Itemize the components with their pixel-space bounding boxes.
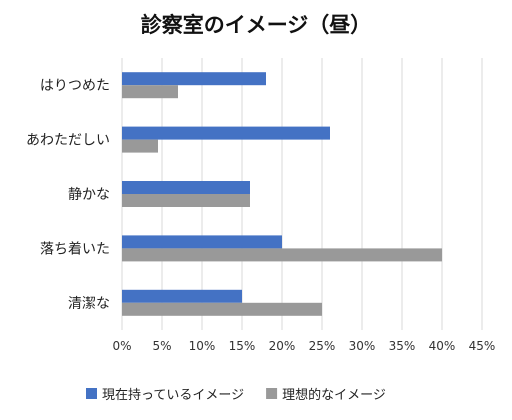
bar-series-1 bbox=[122, 72, 266, 86]
x-tick-label: 0% bbox=[112, 339, 131, 353]
bar-series-2 bbox=[122, 139, 158, 153]
legend-swatch bbox=[266, 388, 278, 399]
bar-series-1 bbox=[122, 235, 282, 249]
bars bbox=[122, 72, 442, 316]
x-tick-labels: 0% 5% 10% 15% 20% 25% 30% 35% 40% 45% bbox=[112, 339, 495, 353]
gridlines bbox=[121, 58, 483, 330]
x-tick-label: 25% bbox=[309, 339, 336, 353]
bar-series-1 bbox=[122, 181, 250, 194]
category-label: あわただしい bbox=[26, 133, 110, 149]
bar-series-2 bbox=[122, 194, 250, 207]
bar-series-2 bbox=[122, 85, 178, 99]
x-tick-label: 15% bbox=[229, 339, 256, 353]
x-tick-label: 40% bbox=[429, 339, 456, 353]
category-label: 落ち着いた bbox=[40, 241, 110, 257]
legend: 現在持っているイメージ 理想的なイメージ bbox=[86, 387, 386, 403]
bar-series-1 bbox=[122, 126, 330, 140]
x-tick-label: 35% bbox=[389, 339, 416, 353]
legend-label: 理想的なイメージ bbox=[282, 387, 386, 403]
bar-series-2 bbox=[122, 302, 322, 316]
x-tick-label: 10% bbox=[189, 339, 216, 353]
bar-series-2 bbox=[122, 248, 442, 262]
category-label: はりつめた bbox=[40, 78, 110, 94]
x-tick-label: 5% bbox=[152, 339, 171, 353]
legend-label: 現在持っているイメージ bbox=[102, 388, 244, 403]
x-tick-label: 20% bbox=[269, 339, 296, 353]
category-label: 清潔な bbox=[68, 296, 110, 312]
x-tick-label: 45% bbox=[469, 339, 496, 353]
bar-series-1 bbox=[122, 289, 242, 303]
legend-swatch bbox=[86, 388, 97, 399]
chart-title: 診察室のイメージ（昼） bbox=[141, 13, 372, 37]
category-label: 静かな bbox=[68, 187, 110, 203]
x-tick-label: 30% bbox=[349, 339, 376, 353]
